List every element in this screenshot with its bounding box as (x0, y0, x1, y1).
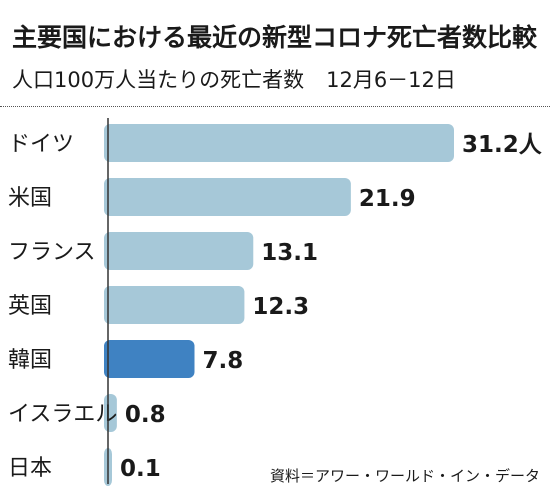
value-label-4: 7.8 (203, 348, 244, 374)
source-note: 資料＝アワー・ワールド・イン・データ (269, 467, 540, 485)
value-label-3: 12.3 (252, 294, 309, 320)
bar-1 (104, 178, 351, 216)
value-label-1: 21.9 (359, 186, 416, 212)
chart-title: 主要国における最近の新型コロナ死亡者数比較 (12, 23, 538, 52)
category-label-3: 英国 (8, 294, 52, 319)
chart-subtitle: 人口100万人当たりの死亡者数 12月6－12日 (12, 64, 456, 94)
value-label-5: 0.8 (125, 402, 166, 428)
category-label-1: 米国 (8, 186, 52, 211)
bar-2 (104, 232, 254, 270)
bar-0 (104, 124, 454, 162)
subtitle-unit: 人口100万人当たりの死亡者数 (12, 68, 305, 92)
category-label-0: ドイツ (8, 132, 74, 157)
bar-4 (104, 340, 195, 378)
subtitle-period: 12月6－12日 (326, 68, 456, 92)
category-label-4: 韓国 (8, 348, 52, 373)
category-label-5: イスラエル (8, 402, 117, 427)
value-label-2: 13.1 (261, 240, 318, 266)
category-label-6: 日本 (8, 456, 52, 481)
value-label-0: 31.2人 (462, 132, 543, 158)
header-divider (0, 106, 550, 107)
value-label-6: 0.1 (120, 456, 161, 482)
category-label-2: フランス (8, 240, 96, 265)
bar-3 (104, 286, 245, 324)
bar-5 (104, 394, 117, 432)
